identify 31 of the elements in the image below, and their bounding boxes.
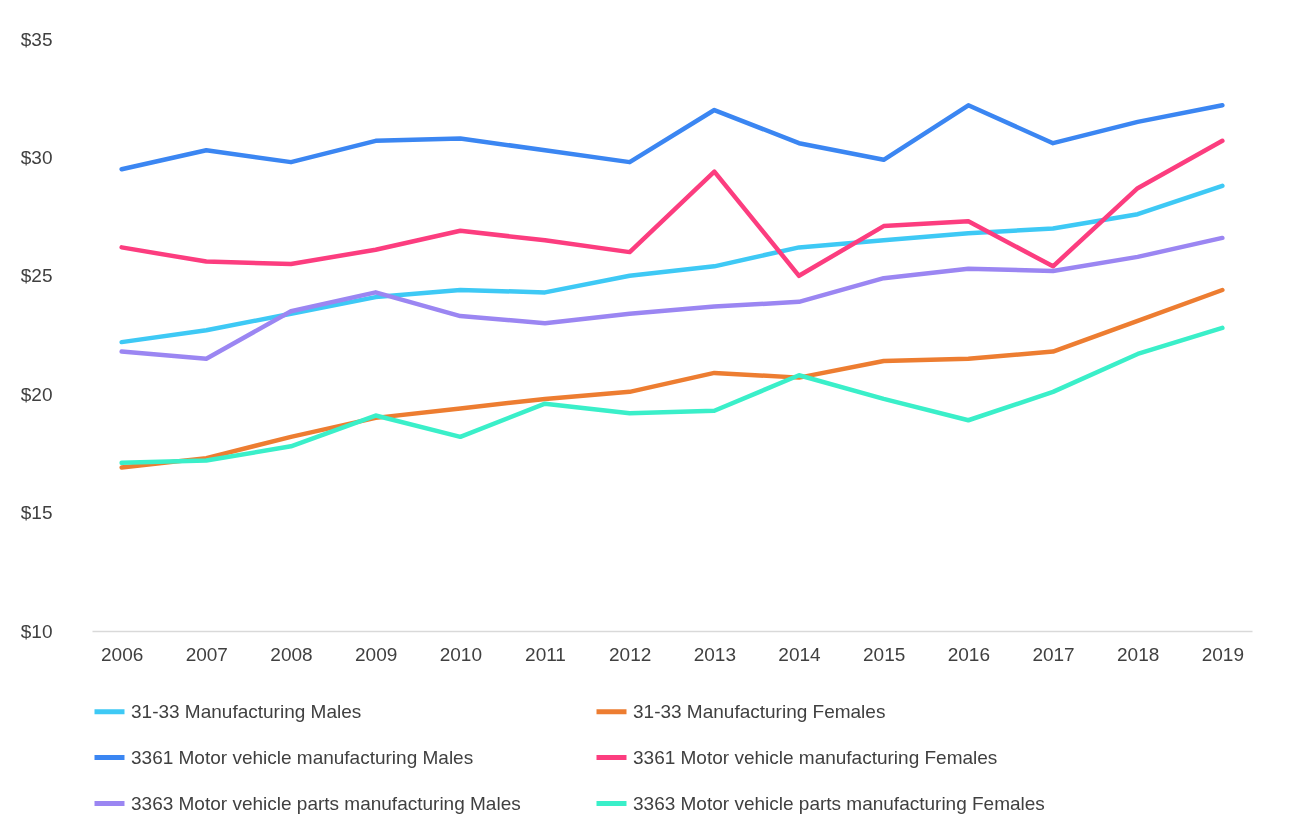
x-tick-label: 2010 bbox=[439, 643, 482, 665]
line-series bbox=[119, 183, 1225, 345]
legend-label: 3363 Motor vehicle parts manufacturing Females bbox=[633, 792, 1045, 814]
x-tick-label: 2008 bbox=[270, 643, 313, 665]
legend-label: 3361 Motor vehicle manufacturing Females bbox=[633, 746, 998, 768]
legend-label: 3361 Motor vehicle manufacturing Males bbox=[131, 746, 474, 768]
x-tick-label: 2014 bbox=[778, 643, 822, 665]
x-tick-label: 2012 bbox=[609, 643, 652, 665]
line-series bbox=[119, 325, 1225, 466]
y-tick-label: $30 bbox=[20, 146, 53, 168]
y-tick-label: $25 bbox=[20, 265, 53, 287]
x-tick-label: 2013 bbox=[693, 643, 736, 665]
x-tick-label: 2019 bbox=[1201, 643, 1245, 665]
y-tick-label: $15 bbox=[20, 502, 53, 524]
line-series bbox=[119, 103, 1225, 172]
x-tick-label: 2016 bbox=[947, 643, 990, 665]
legend-label: 3363 Motor vehicle parts manufacturing Males bbox=[131, 792, 521, 814]
x-tick-label: 2006 bbox=[100, 643, 144, 665]
x-tick-label: 2009 bbox=[355, 643, 398, 665]
line-series bbox=[119, 235, 1225, 361]
y-tick-label: $20 bbox=[20, 383, 53, 405]
legend-label: 31-33 Manufacturing Females bbox=[633, 700, 886, 722]
line-series bbox=[119, 138, 1225, 279]
y-tick-label: $35 bbox=[20, 28, 53, 50]
y-tick-label: $10 bbox=[20, 620, 53, 642]
legend-label: 31-33 Manufacturing Males bbox=[131, 700, 362, 722]
x-tick-label: 2018 bbox=[1117, 643, 1160, 665]
x-tick-label: 2015 bbox=[863, 643, 906, 665]
x-tick-label: 2007 bbox=[185, 643, 228, 665]
x-tick-label: 2011 bbox=[525, 643, 566, 665]
x-tick-label: 2017 bbox=[1032, 643, 1075, 665]
